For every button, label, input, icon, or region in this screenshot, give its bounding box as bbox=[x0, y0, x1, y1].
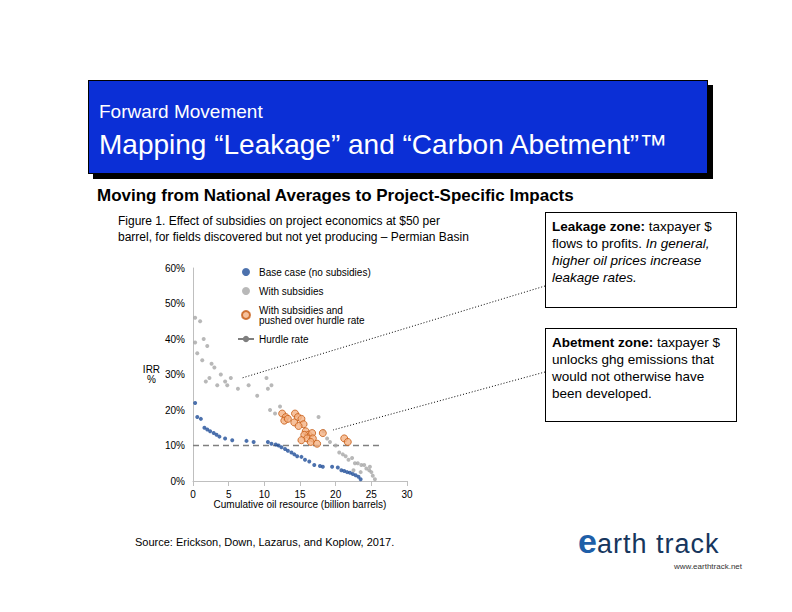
html-text:Forward Movement: Forward Movement bbox=[99, 101, 263, 122]
html-text:Moving from National Averages: Moving from National Averages to Project… bbox=[97, 186, 574, 205]
svg-text:20%: 20% bbox=[165, 405, 185, 416]
svg-text:10: 10 bbox=[259, 489, 271, 500]
svg-text:With subsidies: With subsidies bbox=[259, 286, 323, 297]
svg-text:60%: 60% bbox=[165, 263, 185, 274]
svg-text:%: % bbox=[147, 374, 156, 385]
svg-text:20: 20 bbox=[330, 489, 342, 500]
svg-text:30%: 30% bbox=[165, 369, 185, 380]
svg-text:50%: 50% bbox=[165, 298, 185, 309]
html-text:www.earthtrack.net: www.earthtrack.net bbox=[674, 562, 742, 571]
svg-text:5: 5 bbox=[226, 489, 232, 500]
html-text:Mapping “Leakage” and “Carbon: Mapping “Leakage” and “Carbon Abetment”™ bbox=[99, 129, 668, 160]
svg-text:pushed over hurdle rate: pushed over hurdle rate bbox=[259, 315, 365, 326]
svg-text:IRR: IRR bbox=[142, 364, 161, 375]
svg-text:10%: 10% bbox=[165, 440, 185, 451]
html-text:Leakage zone: taxpayer $ flows: Leakage zone: taxpayer $ flows to profit… bbox=[552, 219, 712, 285]
svg-text:Hurdle rate: Hurdle rate bbox=[259, 334, 309, 345]
svg-text:40%: 40% bbox=[165, 334, 185, 345]
svg-text:30: 30 bbox=[401, 489, 413, 500]
svg-text:0: 0 bbox=[190, 489, 196, 500]
svg-text:0%: 0% bbox=[171, 476, 186, 487]
html-text:Abetment zone: taxpayer $ unlo: Abetment zone: taxpayer $ unlocks ghg em… bbox=[552, 335, 720, 401]
svg-text:With subsidies and: With subsidies and bbox=[259, 304, 343, 316]
html-text:earth track: earth track bbox=[578, 522, 720, 560]
svg-text:15: 15 bbox=[294, 489, 306, 500]
svg-text:Base case (no subsidies): Base case (no subsidies) bbox=[259, 267, 371, 278]
svg-text:25: 25 bbox=[366, 489, 378, 500]
html-text:Source: Erickson, Down, Lazaru: Source: Erickson, Down, Lazarus, and Kop… bbox=[135, 536, 395, 548]
svg-text:Cumulative oil resource (billi: Cumulative oil resource (billion barrels… bbox=[214, 499, 387, 510]
html-text:Figure 1. Effect of subsidies: Figure 1. Effect of subsidies on project… bbox=[118, 214, 469, 244]
